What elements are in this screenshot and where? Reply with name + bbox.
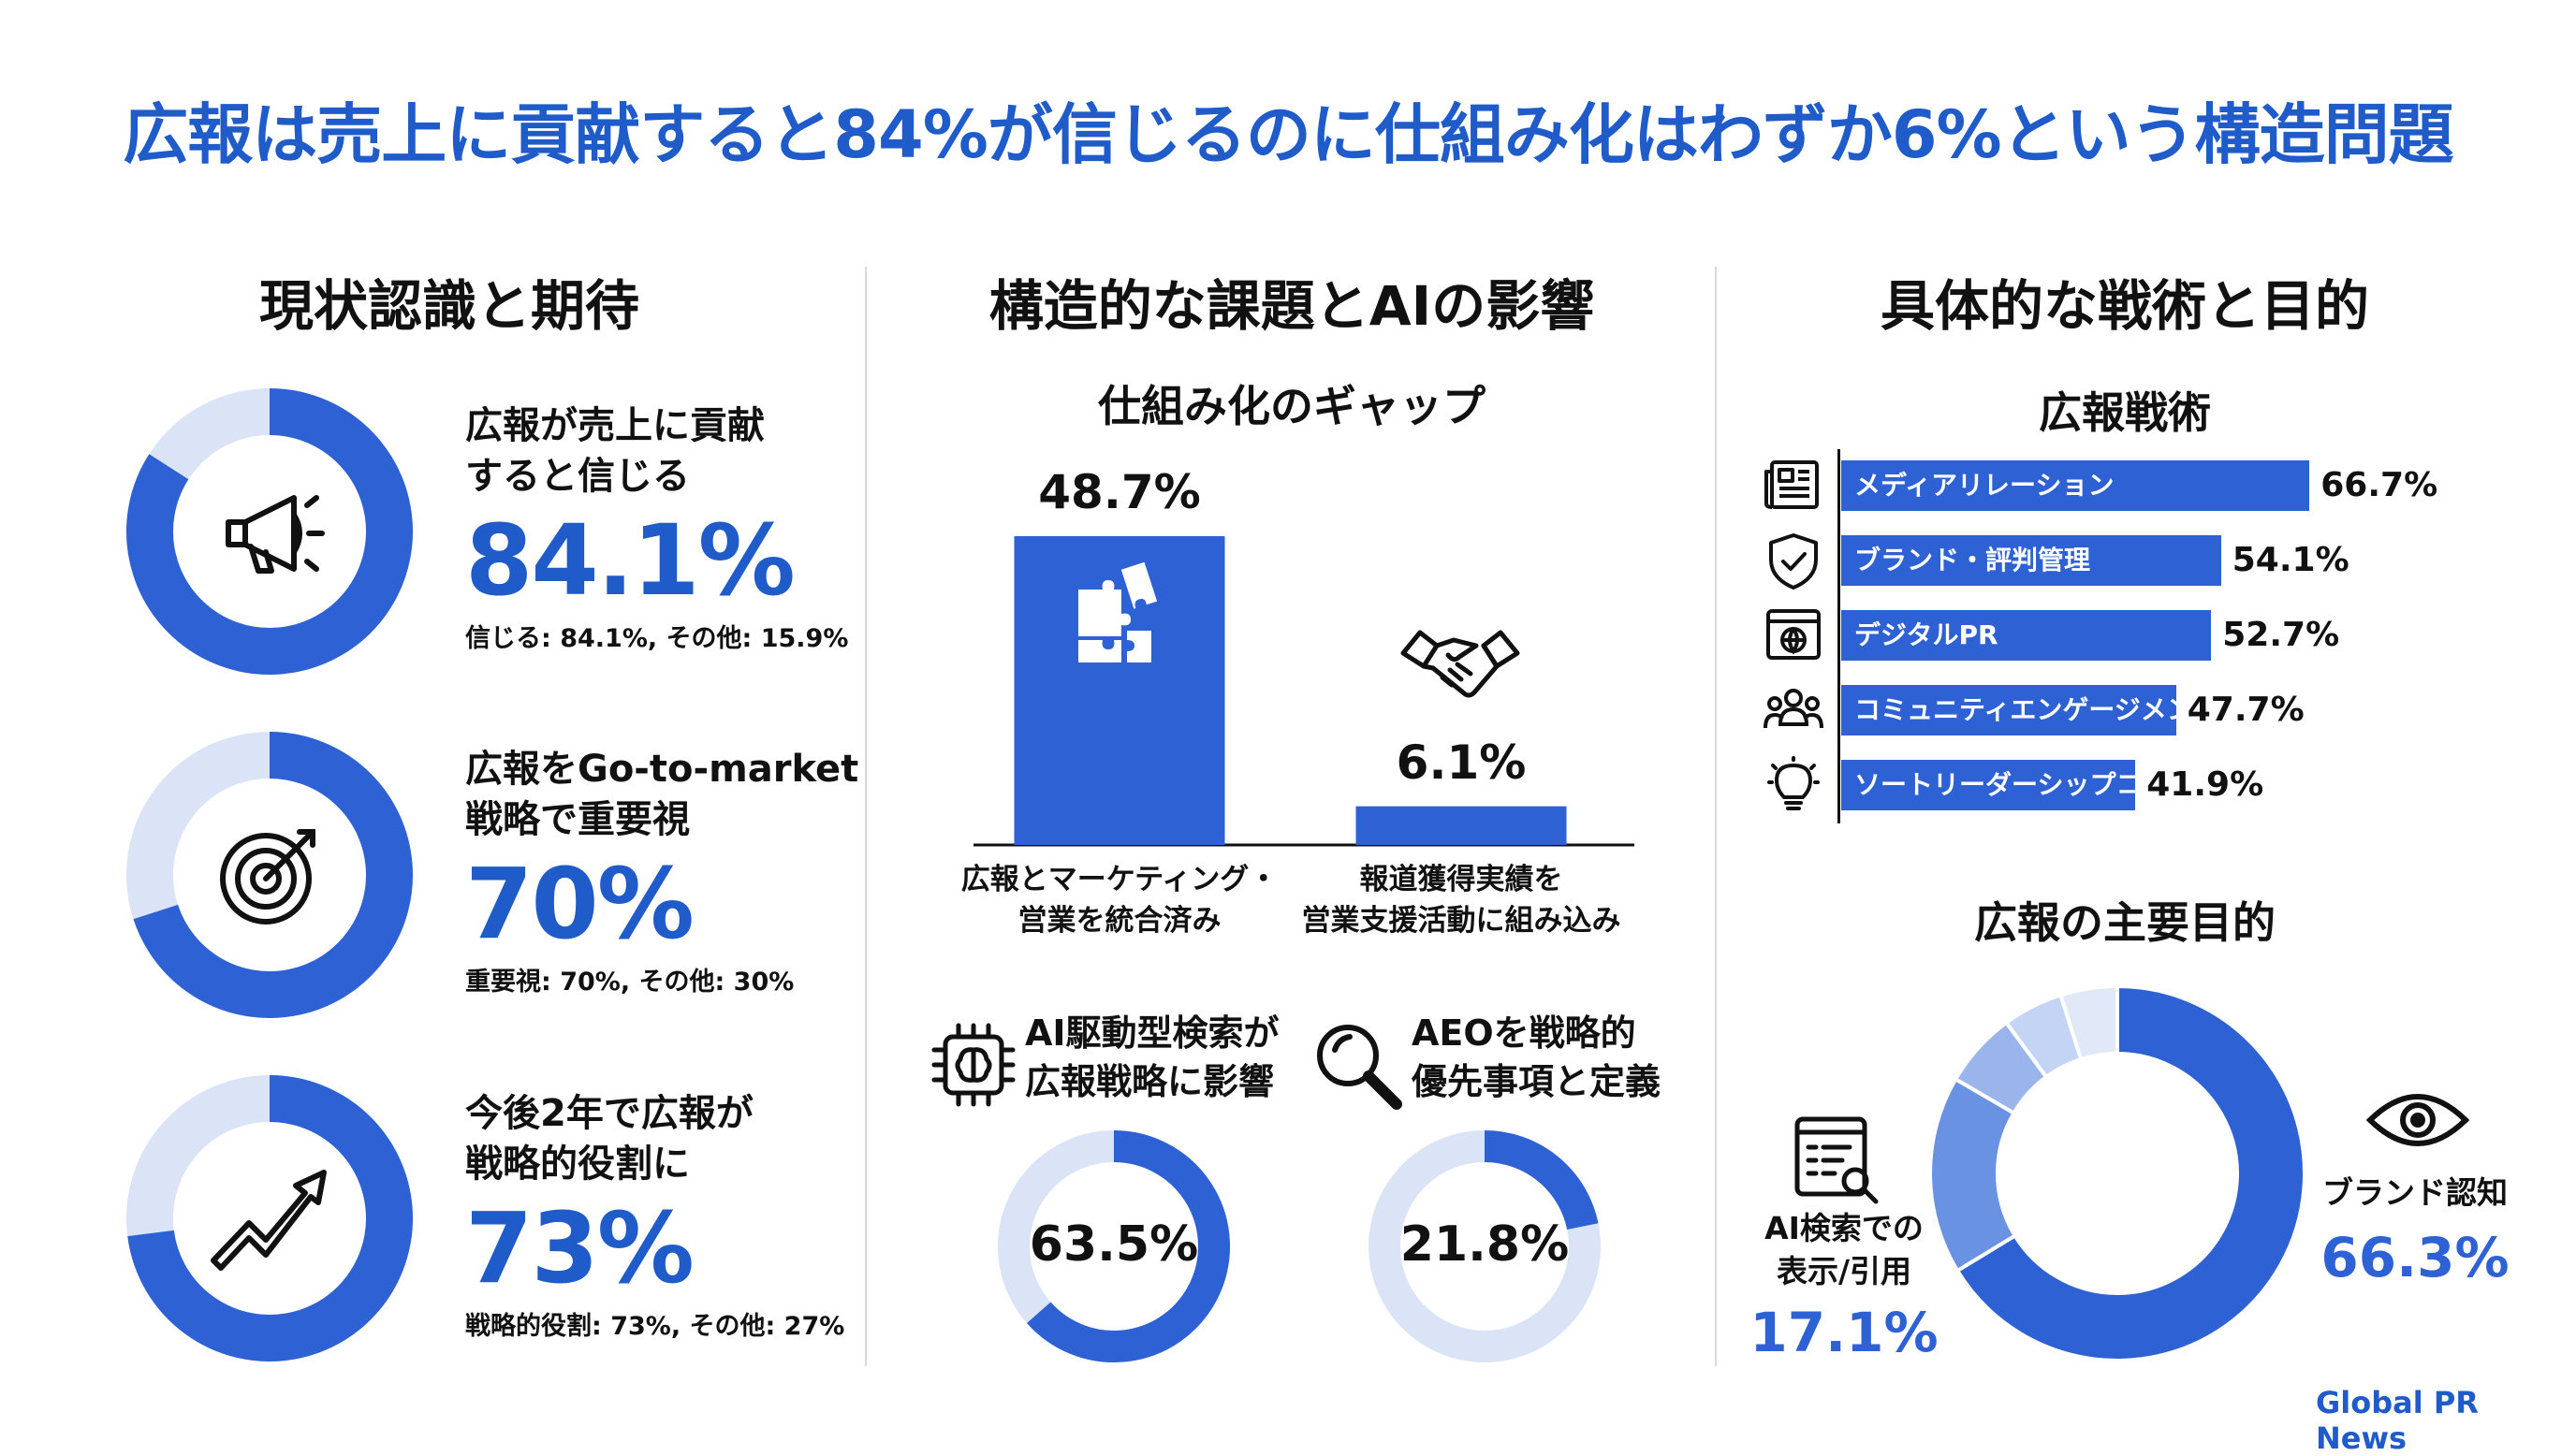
shield-check-icon <box>1769 533 1818 590</box>
stat-2-note: 重要視: 70%, その他: 30% <box>465 968 795 997</box>
tactic-bar-1: メディアリレーション <box>1841 460 2310 511</box>
column-divider-right <box>1715 267 1717 1366</box>
ai-search-impact-line1: AI駆動型検索が <box>1025 1012 1280 1054</box>
gap-bar-2-category-line1: 報道獲得実績を <box>1359 863 1563 896</box>
objectives-donut-chart <box>1928 983 2306 1362</box>
gap-bar-2 <box>1355 806 1567 845</box>
page-title: 広報は売上に貢献すると84%が信じるのに仕組み化はわずか6%という構造問題 <box>123 96 2453 173</box>
brand-awareness-value: 66.3% <box>2320 1226 2510 1289</box>
ai-search-citation-label: AI検索での 表示/引用 <box>1736 1207 1952 1293</box>
ai-search-impact-line2: 広報戦略に影響 <box>1025 1061 1275 1102</box>
middle-donut-group <box>998 1130 1601 1362</box>
objectives-heading: 広報の主要目的 <box>1974 897 2276 948</box>
eye-icon <box>2365 1094 2470 1146</box>
aeo-priority-line2: 優先事項と定義 <box>1412 1061 1661 1102</box>
stat-3-value: 73% <box>465 1191 695 1305</box>
target-icon <box>220 829 315 925</box>
gap-bar-1-category-line1: 広報とマーケティング・ <box>960 863 1279 896</box>
aeo-priority-line1: AEOを戦略的 <box>1412 1012 1636 1054</box>
tactic-bar-4-value: 47.7% <box>2187 691 2305 729</box>
stat-1-donut-value-arc <box>126 388 413 675</box>
tactic-bar-1-value: 66.7% <box>2320 466 2438 504</box>
gap-chart-heading: 仕組み化のギャップ <box>1098 381 1486 431</box>
gap-bar-chart <box>973 536 1634 847</box>
tactic-bar-2-value: 54.1% <box>2232 541 2349 579</box>
stat-3-note: 戦略的役割: 73%, その他: 27% <box>465 1312 845 1341</box>
stat-3-label-line2: 戦略的役割に <box>465 1143 690 1186</box>
ai-search-citation-value: 17.1% <box>1749 1301 1939 1364</box>
tactics-axis-line <box>1837 449 1840 823</box>
community-icon <box>1764 689 1823 729</box>
stat-1-label-line2: すると信じる <box>465 455 690 498</box>
gap-bar-1-category-line2: 営業を統合済み <box>1017 904 1222 938</box>
stat-2-label-line2: 戦略で重要視 <box>465 798 690 841</box>
ai-search-citation-line1: AI検索での <box>1764 1210 1924 1246</box>
stat-3-donut-value-arc <box>127 1075 413 1361</box>
tactic-bar-4: コミュニティエンゲージメント <box>1841 685 2176 735</box>
footer-source: Global PR News <box>2316 1385 2479 1456</box>
gap-bar-1-category: 広報とマーケティング・ 営業を統合済み <box>932 859 1307 941</box>
tactic-bar-3-value: 52.7% <box>2222 616 2340 654</box>
search-document-icon <box>1794 1116 1879 1204</box>
tactic-bar-3: デジタルPR <box>1841 610 2212 661</box>
stat-2-label: 広報をGo-to-market 戦略で重要視 <box>465 744 858 845</box>
stat-1-value: 84.1% <box>465 503 796 618</box>
stat-3-label: 今後2年で広報が 戦略的役割に <box>465 1088 754 1189</box>
middle-column-heading: 構造的な課題とAIの影響 <box>988 274 1595 338</box>
left-donut-group <box>126 388 413 1361</box>
objective-slice-1 <box>1954 983 2306 1362</box>
ai-search-impact-donut-value-arc <box>1027 1130 1230 1362</box>
gap-bar-1-value: 48.7% <box>1038 465 1201 519</box>
trend-arrow-icon <box>211 1170 327 1271</box>
gap-bar-1 <box>1014 536 1225 845</box>
ai-search-impact-value: 63.5% <box>1029 1216 1199 1273</box>
megaphone-icon <box>226 495 325 574</box>
newspaper-icon <box>1764 460 1819 509</box>
tactics-heading: 広報戦術 <box>2039 387 2211 438</box>
aeo-priority-label: AEOを戦略的 優先事項と定義 <box>1412 1009 1661 1106</box>
stat-1-note: 信じる: 84.1%, その他: 15.9% <box>465 624 849 653</box>
tactic-bar-5: ソートリーダーシップコンテンツ <box>1841 760 2136 810</box>
ai-chip-icon <box>931 1023 1016 1107</box>
lightbulb-icon <box>1767 756 1820 810</box>
gap-bar-2-value: 6.1% <box>1396 735 1527 790</box>
ai-search-impact-label: AI駆動型検索が 広報戦略に影響 <box>1025 1009 1280 1106</box>
objective-slice-5 <box>2057 983 2119 1062</box>
gap-bar-2-category-line2: 営業支援活動に組み込み <box>1301 904 1621 938</box>
stat-2-donut-value-arc <box>133 732 413 1018</box>
tactic-bar-5-value: 41.9% <box>2146 765 2264 804</box>
stat-2-label-line1: 広報をGo-to-market <box>465 748 859 791</box>
stat-3-label-line1: 今後2年で広報が <box>465 1092 754 1135</box>
stat-1-label: 広報が売上に貢献 すると信じる <box>465 400 765 502</box>
handshake-icon <box>1400 630 1520 698</box>
gap-bar-2-category: 報道獲得実績を営業支援活動に組み込み <box>1274 859 1648 941</box>
ai-search-citation-line2: 表示/引用 <box>1776 1253 1912 1289</box>
stat-1-label-line1: 広報が売上に貢献 <box>465 404 765 447</box>
tactic-bar-2: ブランド・評判管理 <box>1841 535 2221 586</box>
left-column-heading: 現状認識と期待 <box>258 274 639 338</box>
aeo-priority-donut-value-arc <box>1484 1130 1599 1230</box>
stat-2-value: 70% <box>465 847 695 961</box>
aeo-priority-value: 21.8% <box>1399 1216 1570 1273</box>
puzzle-icon <box>1078 561 1158 662</box>
column-divider-left <box>865 267 867 1366</box>
web-browser-icon <box>1766 609 1821 660</box>
magnifier-icon <box>1317 1025 1402 1110</box>
right-column-heading: 具体的な戦術と目的 <box>1880 274 2369 338</box>
brand-awareness-label: ブランド認知 <box>2322 1174 2508 1211</box>
